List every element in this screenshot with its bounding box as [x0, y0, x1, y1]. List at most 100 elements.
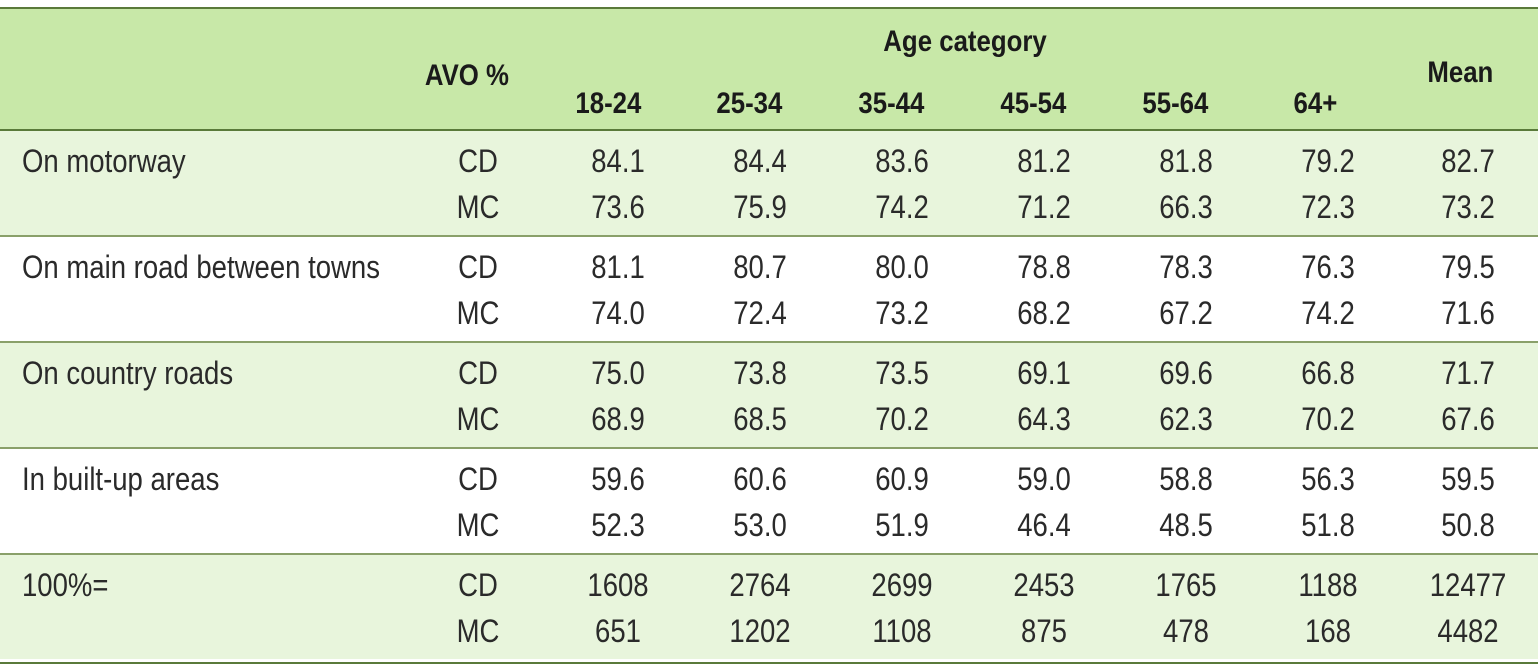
value-cell: 52.3: [591, 507, 645, 543]
table-bottom-rule: [0, 662, 1538, 664]
value-cell: 78.8: [1017, 249, 1071, 285]
value-cell: 84.4: [733, 143, 787, 179]
measure-type: MC: [456, 189, 500, 225]
value-cell: 81.2: [1017, 143, 1071, 179]
value-cell: 1202: [729, 613, 791, 649]
value-cell: 2699: [871, 567, 933, 603]
value-cell: 81.1: [591, 249, 645, 285]
table-row-group: [0, 555, 1538, 659]
value-cell: 73.8: [733, 355, 787, 391]
value-cell: 875: [1021, 613, 1067, 649]
value-cell: 83.6: [875, 143, 929, 179]
table-header: AVO % Age category Mean 18-24 25-34 35-4…: [0, 9, 1538, 129]
value-cell: 71.2: [1017, 189, 1071, 225]
value-cell: 68.9: [591, 401, 645, 437]
mean-cell: 73.2: [1441, 189, 1495, 225]
mean-cell: 71.6: [1441, 295, 1495, 331]
age-col-header-5: 64+: [1293, 87, 1338, 120]
value-cell: 69.1: [1017, 355, 1071, 391]
mean-cell: 12477: [1429, 567, 1507, 603]
measure-type: CD: [458, 355, 498, 391]
row-separator: [0, 553, 1538, 555]
value-cell: 67.2: [1159, 295, 1213, 331]
value-cell: 168: [1305, 613, 1351, 649]
value-cell: 74.2: [1301, 295, 1355, 331]
age-category-header: Age category: [883, 25, 1047, 58]
value-cell: 73.5: [875, 355, 929, 391]
value-cell: 1765: [1155, 567, 1217, 603]
age-col-header-1: 25-34: [716, 87, 783, 120]
value-cell: 66.8: [1301, 355, 1355, 391]
age-col-header-3: 45-54: [1000, 87, 1067, 120]
row-label: 100%=: [22, 567, 109, 603]
value-cell: 478: [1163, 613, 1209, 649]
value-cell: 62.3: [1159, 401, 1213, 437]
value-cell: 59.0: [1017, 461, 1071, 497]
value-cell: 51.9: [875, 507, 929, 543]
value-cell: 2453: [1013, 567, 1075, 603]
mean-header: Mean: [1427, 56, 1494, 89]
measure-type: CD: [458, 143, 498, 179]
value-cell: 72.4: [733, 295, 787, 331]
value-cell: 59.6: [591, 461, 645, 497]
value-cell: 80.7: [733, 249, 787, 285]
age-col-header-2: 35-44: [858, 87, 925, 120]
row-label: On motorway: [22, 143, 186, 179]
row-separator: [0, 235, 1538, 237]
value-cell: 80.0: [875, 249, 929, 285]
mean-cell: 79.5: [1441, 249, 1495, 285]
value-cell: 56.3: [1301, 461, 1355, 497]
value-cell: 48.5: [1159, 507, 1213, 543]
mean-cell: 4482: [1437, 613, 1499, 649]
value-cell: 46.4: [1017, 507, 1071, 543]
age-col-header-0: 18-24: [575, 87, 642, 120]
value-cell: 78.3: [1159, 249, 1213, 285]
measure-type: CD: [458, 461, 498, 497]
mean-cell: 82.7: [1441, 143, 1495, 179]
avo-header: AVO %: [424, 59, 509, 92]
value-cell: 75.9: [733, 189, 787, 225]
measure-type: CD: [458, 249, 498, 285]
row-separator: [0, 447, 1538, 449]
mean-cell: 59.5: [1441, 461, 1495, 497]
mean-cell: 67.6: [1441, 401, 1495, 437]
value-cell: 69.6: [1159, 355, 1213, 391]
value-cell: 84.1: [591, 143, 645, 179]
value-cell: 74.0: [591, 295, 645, 331]
mean-cell: 50.8: [1441, 507, 1495, 543]
row-separator: [0, 341, 1538, 343]
value-cell: 58.8: [1159, 461, 1213, 497]
value-cell: 1608: [587, 567, 649, 603]
row-label: On country roads: [22, 355, 234, 391]
value-cell: 73.2: [875, 295, 929, 331]
value-cell: 76.3: [1301, 249, 1355, 285]
value-cell: 66.3: [1159, 189, 1213, 225]
value-cell: 70.2: [1301, 401, 1355, 437]
value-cell: 1188: [1298, 567, 1358, 603]
value-cell: 75.0: [591, 355, 645, 391]
value-cell: 1108: [872, 613, 932, 649]
value-cell: 74.2: [875, 189, 929, 225]
value-cell: 73.6: [591, 189, 645, 225]
value-cell: 81.8: [1159, 143, 1213, 179]
value-cell: 68.2: [1017, 295, 1071, 331]
row-label: In built-up areas: [22, 461, 220, 497]
value-cell: 72.3: [1301, 189, 1355, 225]
value-cell: 51.8: [1301, 507, 1355, 543]
value-cell: 60.9: [875, 461, 929, 497]
header-bottom-rule: [0, 129, 1538, 131]
row-label: On main road between towns: [22, 249, 380, 285]
measure-type: CD: [458, 567, 498, 603]
table-row-group: [0, 343, 1538, 447]
value-cell: 70.2: [875, 401, 929, 437]
table-row-group: [0, 131, 1538, 235]
value-cell: 64.3: [1017, 401, 1071, 437]
measure-type: MC: [456, 507, 500, 543]
value-cell: 651: [595, 613, 641, 649]
value-cell: 2764: [729, 567, 791, 603]
value-cell: 53.0: [733, 507, 787, 543]
value-cell: 60.6: [733, 461, 787, 497]
value-cell: 68.5: [733, 401, 787, 437]
measure-type: MC: [456, 401, 500, 437]
